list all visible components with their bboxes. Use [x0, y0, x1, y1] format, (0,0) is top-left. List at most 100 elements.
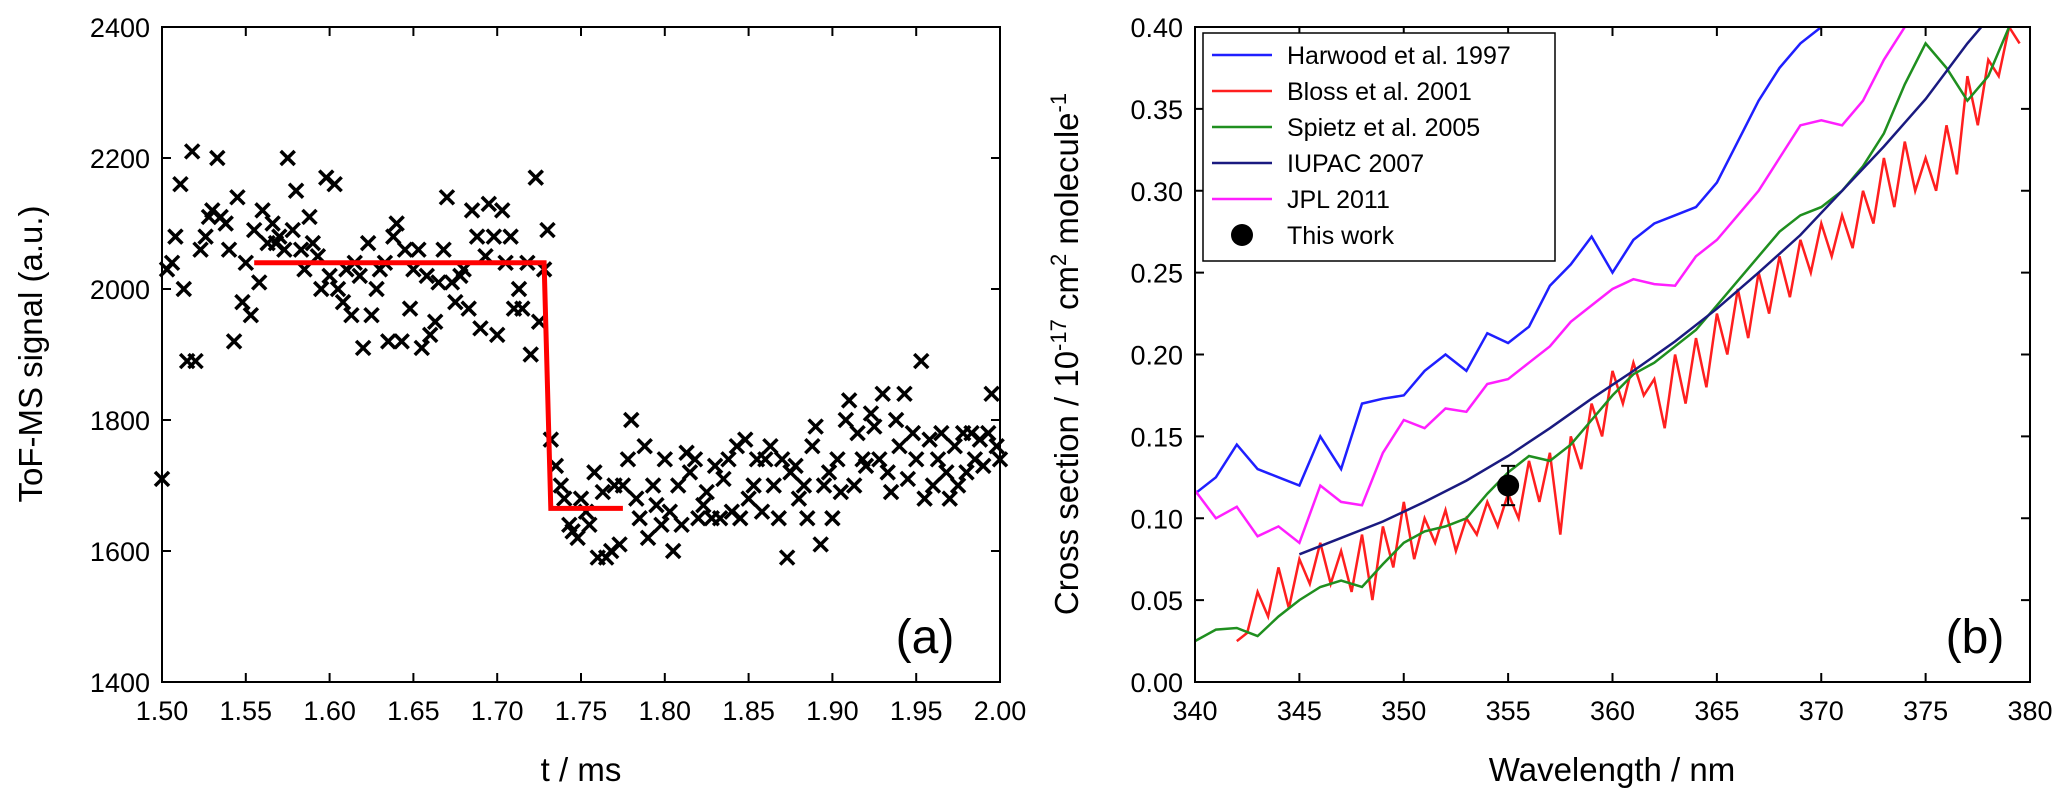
data-point-x-marker: [217, 215, 234, 232]
data-point-x-marker: [669, 477, 687, 494]
data-point-x-marker: [363, 306, 380, 324]
x-tick-label: 340: [1172, 696, 1217, 726]
data-point-x-marker: [887, 411, 905, 429]
data-point-x-marker: [304, 234, 322, 252]
x-tick-label: 360: [1590, 696, 1635, 726]
x-tick-label: 1.90: [806, 696, 859, 726]
data-point-x-marker: [983, 385, 1000, 403]
data-point-x-marker: [866, 418, 883, 435]
data-point-x-marker: [874, 385, 891, 403]
data-point-x-marker: [480, 195, 498, 213]
data-point-x-marker: [172, 175, 189, 193]
x-tick-label: 355: [1486, 696, 1531, 726]
data-point-x-marker: [163, 254, 181, 272]
data-point-x-marker: [837, 411, 855, 429]
y-tick-label: 0.35: [1130, 95, 1183, 125]
panel-a-frame: [161, 26, 1001, 683]
data-point-x-marker: [586, 464, 603, 481]
data-point-x-marker: [757, 451, 774, 468]
data-point-x-marker: [790, 490, 808, 507]
legend-item-spietz-et-al-2005: Spietz et al. 2005: [1212, 114, 1480, 142]
data-point-x-marker: [611, 536, 628, 553]
data-point-x-marker: [896, 385, 913, 403]
data-point-x-marker: [430, 274, 447, 291]
data-point-x-marker: [804, 437, 821, 455]
legend-item-this-work: This work: [1231, 222, 1394, 250]
x-tick-label: 380: [2007, 696, 2052, 726]
data-point-x-marker: [388, 215, 405, 232]
data-point-x-marker: [949, 477, 967, 494]
data-point-x-marker: [929, 451, 947, 468]
panel-a-label: (a): [896, 611, 955, 664]
data-point-x-marker: [284, 221, 301, 239]
data-point-x-marker: [628, 490, 645, 507]
data-point-x-marker: [167, 228, 184, 245]
data-point-x-marker: [312, 280, 330, 298]
x-tick-label: 1.50: [136, 696, 189, 726]
data-point-x-marker: [552, 477, 570, 494]
data-point-x-marker: [975, 457, 992, 475]
y-tick-label: 0.10: [1130, 504, 1183, 534]
data-point-x-marker: [933, 424, 950, 442]
data-point-x-marker: [958, 464, 975, 481]
panel-b-label: (b): [1946, 611, 2005, 664]
data-point-x-marker: [673, 516, 690, 534]
legend-label: JPL 2011: [1287, 186, 1390, 214]
panel-a-plot-area: [153, 143, 1009, 566]
x-tick-label: 370: [1799, 696, 1844, 726]
data-point-x-marker: [871, 451, 888, 468]
data-point-x-marker: [192, 241, 209, 258]
data-point-x-marker: [980, 424, 997, 442]
data-point-x-marker: [421, 326, 439, 344]
data-point-x-marker: [891, 437, 908, 455]
data-point-x-marker: [631, 510, 648, 527]
legend-item-harwood-et-al-1997: Harwood et al. 1997: [1212, 42, 1511, 70]
data-point-x-marker: [321, 267, 338, 285]
data-point-x-marker: [460, 300, 477, 317]
data-point-x-marker: [614, 477, 632, 494]
data-point-x-marker: [229, 189, 246, 206]
x-tick-label: 375: [1903, 696, 1948, 726]
data-point-x-marker: [648, 496, 665, 514]
y-tick-label: 2000: [90, 275, 150, 305]
data-point-x-marker: [472, 320, 489, 337]
data-point-x-marker: [237, 254, 255, 272]
ylabel-part-3: molecule: [1048, 112, 1085, 253]
this-work-point: [1497, 464, 1520, 507]
data-point-x-marker: [832, 483, 850, 501]
data-point-x-marker: [447, 293, 464, 311]
data-point-x-marker: [572, 490, 590, 507]
series-line-bloss-et-al-2001: [1236, 27, 2021, 643]
data-point-x-marker: [527, 169, 544, 186]
ylabel-exp-1: -17: [1046, 319, 1071, 351]
x-tick-label: 1.55: [220, 696, 273, 726]
data-point-x-marker: [698, 483, 715, 501]
data-point-x-marker: [745, 477, 762, 494]
legend-label: Harwood et al. 1997: [1287, 42, 1511, 70]
panel-a-ylabel: ToF-MS signal (a.u.): [12, 205, 49, 502]
data-point-x-marker: [720, 451, 737, 468]
data-point-x-marker: [765, 477, 782, 494]
data-point-x-marker: [234, 293, 251, 311]
data-point-x-marker: [681, 464, 699, 481]
data-point-x-marker: [849, 424, 866, 442]
data-point-x-marker: [354, 339, 372, 357]
data-point-x-marker: [493, 202, 511, 219]
y-tick-label: 2400: [90, 13, 150, 43]
data-point-x-marker: [907, 451, 925, 468]
data-point-x-marker: [438, 189, 456, 206]
data-point-x-marker: [276, 241, 293, 258]
x-tick-label: 350: [1381, 696, 1426, 726]
data-point-x-marker: [380, 333, 397, 350]
data-point-x-marker: [941, 490, 958, 507]
y-tick-label: 0.25: [1130, 259, 1183, 289]
data-point-x-marker: [988, 437, 1005, 455]
data-point-x-marker: [594, 483, 612, 501]
data-point-x-marker: [644, 477, 662, 494]
data-point-x-marker: [410, 241, 427, 258]
x-tick-label: 2.00: [974, 696, 1027, 726]
panel-a: 1.50 1.55 1.60 1.65 1.70 1.75 1.80 1.85 1.90 1.95…: [12, 13, 1026, 788]
data-point-x-marker: [824, 510, 841, 527]
data-point-x-marker: [899, 470, 917, 488]
data-point-x-marker: [619, 451, 637, 468]
